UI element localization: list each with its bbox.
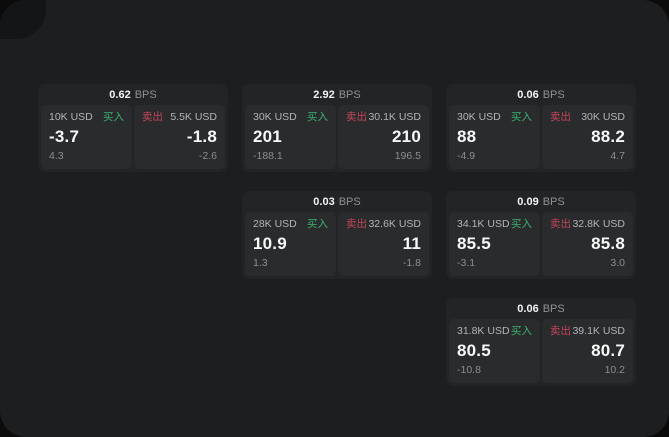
bps-header: 0.06 BPS <box>449 298 633 319</box>
bid-ask-panels: 10K USD 买入 -3.7 4.3 卖出 5.5K USD -1.8 -2.… <box>41 105 225 169</box>
buy-panel[interactable]: 28K USD 买入 10.9 1.3 <box>245 212 336 276</box>
sell-delta: -1.8 <box>402 257 421 269</box>
buy-price: 201 <box>253 127 282 146</box>
buy-side-label: 买入 <box>307 218 328 230</box>
sell-price: 210 <box>392 127 421 146</box>
sell-side-label: 卖出 <box>550 218 571 230</box>
buy-side-label: 买入 <box>511 325 532 337</box>
bps-value: 0.09 <box>517 195 539 208</box>
corner-tile <box>0 0 46 39</box>
bps-unit-label: BPS <box>134 88 157 101</box>
buy-side-label: 买入 <box>511 218 532 230</box>
bps-unit-label: BPS <box>542 195 565 208</box>
sell-side-label: 卖出 <box>550 325 571 337</box>
sell-price: 80.7 <box>591 341 625 360</box>
sell-size: 39.1K USD <box>572 325 625 337</box>
bps-header: 0.62 BPS <box>41 84 225 105</box>
buy-panel[interactable]: 10K USD 买入 -3.7 4.3 <box>41 105 132 169</box>
bid-ask-panels: 31.8K USD 买入 80.5 -10.8 卖出 39.1K USD 80.… <box>449 319 633 383</box>
quote-cards-grid: 0.62 BPS 10K USD 买入 -3.7 4.3 卖出 5.5K USD <box>38 84 636 386</box>
buy-size: 31.8K USD <box>457 325 510 337</box>
buy-delta: -10.8 <box>457 364 481 376</box>
sell-delta: -2.6 <box>198 150 217 162</box>
sell-panel[interactable]: 卖出 32.8K USD 85.8 3.0 <box>542 212 633 276</box>
buy-delta: -3.1 <box>457 257 476 269</box>
sell-panel[interactable]: 卖出 32.6K USD 11 -1.8 <box>338 212 429 276</box>
buy-delta: -4.9 <box>457 150 476 162</box>
bps-header: 0.03 BPS <box>245 191 429 212</box>
sell-size: 32.8K USD <box>572 218 625 230</box>
buy-size: 10K USD <box>49 111 93 123</box>
buy-size: 30K USD <box>253 111 297 123</box>
bps-unit-label: BPS <box>542 302 565 315</box>
sell-size: 30K USD <box>581 111 625 123</box>
bps-value: 0.62 <box>109 88 131 101</box>
sell-panel[interactable]: 卖出 30.1K USD 210 196.5 <box>338 105 429 169</box>
buy-panel[interactable]: 30K USD 买入 201 -188.1 <box>245 105 336 169</box>
bps-header: 0.09 BPS <box>449 191 633 212</box>
buy-price: 80.5 <box>457 341 491 360</box>
bid-ask-panels: 28K USD 买入 10.9 1.3 卖出 32.6K USD 11 -1.8 <box>245 212 429 276</box>
sell-panel[interactable]: 卖出 30K USD 88.2 4.7 <box>542 105 633 169</box>
sell-side-label: 卖出 <box>550 111 571 123</box>
bps-value: 0.06 <box>517 88 539 101</box>
sell-delta: 10.2 <box>604 364 625 376</box>
bps-header: 0.06 BPS <box>449 84 633 105</box>
bps-unit-label: BPS <box>338 195 361 208</box>
quote-card: 0.06 BPS 31.8K USD 买入 80.5 -10.8 卖出 39.1… <box>446 298 636 386</box>
bps-value: 0.03 <box>313 195 335 208</box>
quote-card: 0.06 BPS 30K USD 买入 88 -4.9 卖出 30K USD <box>446 84 636 172</box>
sell-side-label: 卖出 <box>142 111 163 123</box>
sell-price: 11 <box>402 234 421 253</box>
buy-price: 88 <box>457 127 477 146</box>
buy-delta: 1.3 <box>253 257 268 269</box>
sell-side-label: 卖出 <box>346 111 367 123</box>
buy-size: 34.1K USD <box>457 218 510 230</box>
bps-unit-label: BPS <box>338 88 361 101</box>
bid-ask-panels: 34.1K USD 买入 85.5 -3.1 卖出 32.8K USD 85.8… <box>449 212 633 276</box>
sell-delta: 4.7 <box>610 150 625 162</box>
buy-panel[interactable]: 34.1K USD 买入 85.5 -3.1 <box>449 212 540 276</box>
buy-price: 85.5 <box>457 234 491 253</box>
buy-side-label: 买入 <box>307 111 328 123</box>
quote-card: 2.92 BPS 30K USD 买入 201 -188.1 卖出 30.1K … <box>242 84 432 172</box>
buy-size: 28K USD <box>253 218 297 230</box>
sell-delta: 3.0 <box>610 257 625 269</box>
buy-delta: -188.1 <box>253 150 283 162</box>
quote-card: 0.03 BPS 28K USD 买入 10.9 1.3 卖出 32.6K US… <box>242 191 432 279</box>
sell-delta: 196.5 <box>394 150 421 162</box>
bps-unit-label: BPS <box>542 88 565 101</box>
sell-price: 88.2 <box>591 127 625 146</box>
quote-card: 0.09 BPS 34.1K USD 买入 85.5 -3.1 卖出 32.8K… <box>446 191 636 279</box>
bid-ask-panels: 30K USD 买入 201 -188.1 卖出 30.1K USD 210 1… <box>245 105 429 169</box>
sell-panel[interactable]: 卖出 5.5K USD -1.8 -2.6 <box>134 105 225 169</box>
buy-panel[interactable]: 31.8K USD 买入 80.5 -10.8 <box>449 319 540 383</box>
bps-value: 2.92 <box>313 88 335 101</box>
buy-price: -3.7 <box>49 127 80 146</box>
sell-size: 5.5K USD <box>170 111 217 123</box>
buy-side-label: 买入 <box>511 111 532 123</box>
bid-ask-panels: 30K USD 买入 88 -4.9 卖出 30K USD 88.2 4.7 <box>449 105 633 169</box>
quote-card: 0.62 BPS 10K USD 买入 -3.7 4.3 卖出 5.5K USD <box>38 84 228 172</box>
bps-value: 0.06 <box>517 302 539 315</box>
buy-side-label: 买入 <box>103 111 124 123</box>
bps-header: 2.92 BPS <box>245 84 429 105</box>
sell-side-label: 卖出 <box>346 218 367 230</box>
sell-price: 85.8 <box>591 234 625 253</box>
sell-price: -1.8 <box>186 127 217 146</box>
sell-size: 30.1K USD <box>368 111 421 123</box>
buy-size: 30K USD <box>457 111 501 123</box>
buy-panel[interactable]: 30K USD 买入 88 -4.9 <box>449 105 540 169</box>
sell-panel[interactable]: 卖出 39.1K USD 80.7 10.2 <box>542 319 633 383</box>
buy-price: 10.9 <box>253 234 287 253</box>
sell-size: 32.6K USD <box>368 218 421 230</box>
buy-delta: 4.3 <box>49 150 64 162</box>
